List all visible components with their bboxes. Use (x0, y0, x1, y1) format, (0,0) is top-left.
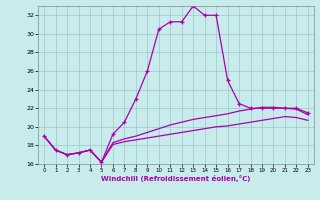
X-axis label: Windchill (Refroidissement éolien,°C): Windchill (Refroidissement éolien,°C) (101, 175, 251, 182)
